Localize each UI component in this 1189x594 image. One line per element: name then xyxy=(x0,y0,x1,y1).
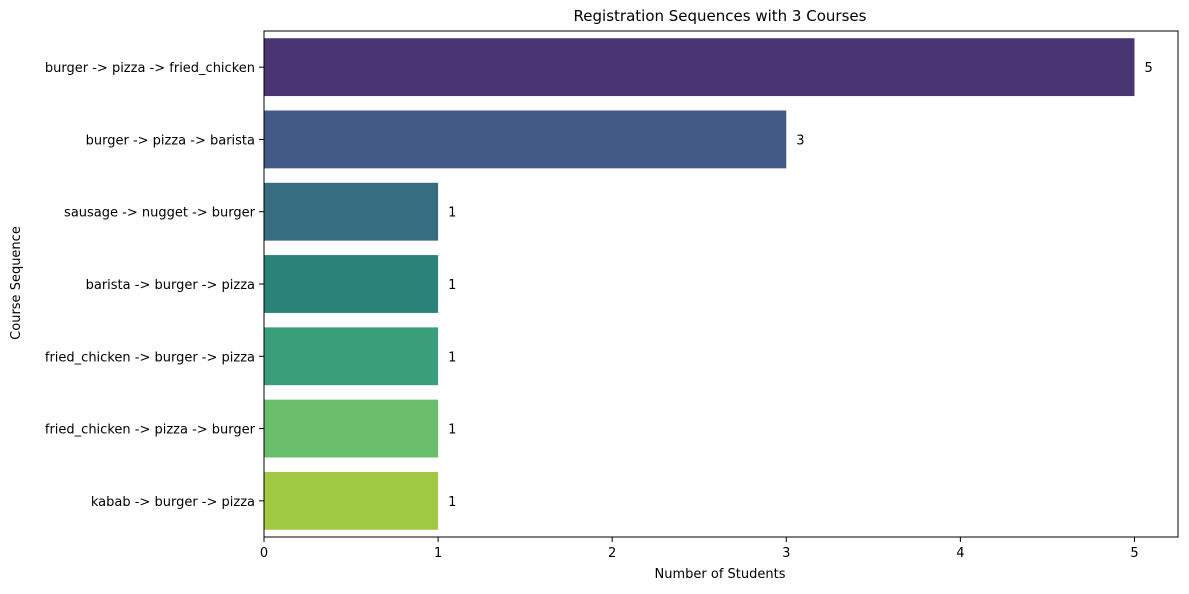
x-tick-label: 0 xyxy=(260,546,268,561)
bars-layer xyxy=(264,38,1135,530)
bar-value-label: 1 xyxy=(448,423,456,438)
bar xyxy=(264,399,439,458)
bar-value-label: 5 xyxy=(1144,61,1152,76)
y-tick-label: burger -> pizza -> barista xyxy=(86,133,255,148)
y-axis-title: Course Sequence xyxy=(9,226,24,340)
chart-title: Registration Sequences with 3 Courses xyxy=(574,7,867,25)
x-tick-label: 4 xyxy=(956,546,964,561)
bar xyxy=(264,471,439,530)
bar-value-label: 1 xyxy=(448,278,456,293)
bar-value-label: 1 xyxy=(448,206,456,221)
bar xyxy=(264,182,439,241)
bar xyxy=(264,255,439,313)
x-tick-label: 3 xyxy=(782,546,790,561)
data-labels-layer: 5 3 1 1 1 1 1 xyxy=(448,61,1153,510)
bar xyxy=(264,110,787,169)
y-tick-label: fried_chicken -> burger -> pizza xyxy=(45,350,255,365)
bar xyxy=(264,38,1135,97)
y-tick-label: barista -> burger -> pizza xyxy=(86,278,255,293)
y-tick-label: burger -> pizza -> fried_chicken xyxy=(45,61,255,76)
x-axis-title: Number of Students xyxy=(655,567,786,582)
bar-value-label: 1 xyxy=(448,350,456,365)
y-tick-label: kabab -> burger -> pizza xyxy=(91,495,255,510)
bar-value-label: 3 xyxy=(796,133,804,148)
x-tick-label: 1 xyxy=(434,546,442,561)
bar xyxy=(264,327,439,386)
x-tick-label: 5 xyxy=(1130,546,1138,561)
x-tick-label: 2 xyxy=(608,546,616,561)
y-tick-label: sausage -> nugget -> burger xyxy=(64,206,256,221)
bar-value-label: 1 xyxy=(448,495,456,510)
plot-frame xyxy=(263,30,1179,538)
y-tick-label: fried_chicken -> pizza -> burger xyxy=(45,423,256,438)
